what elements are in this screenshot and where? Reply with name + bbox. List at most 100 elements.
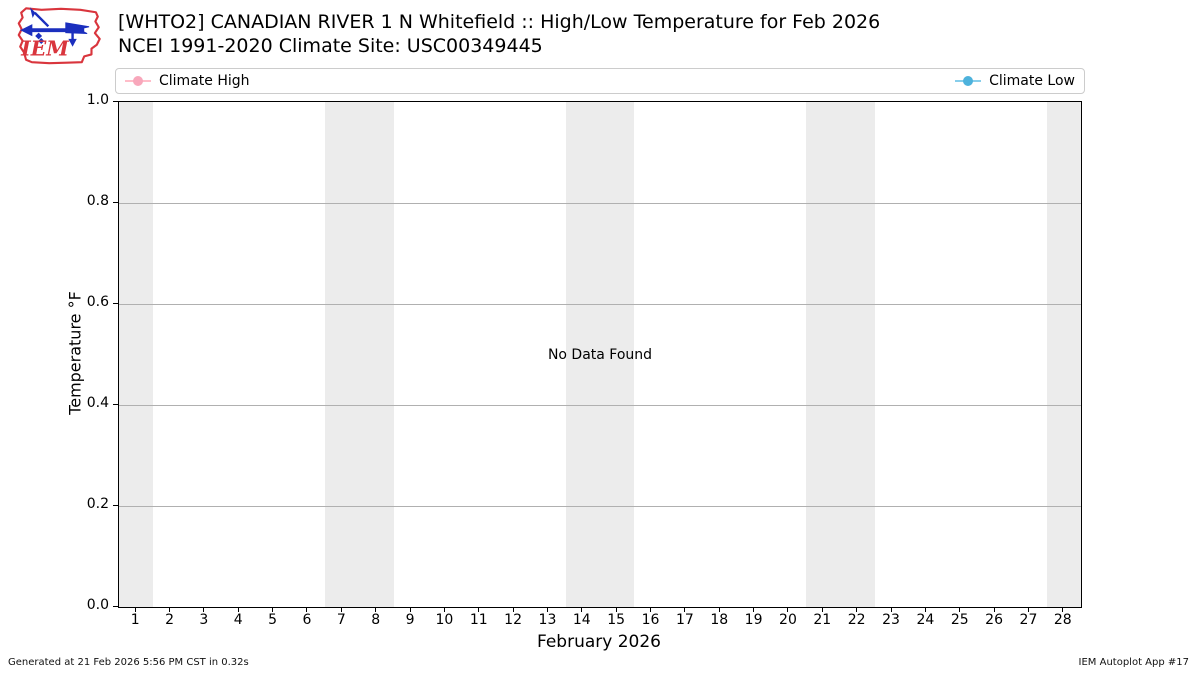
x-tick-mark: [272, 607, 274, 612]
x-tick-label: 18: [710, 612, 729, 628]
y-tick-mark: [113, 201, 118, 203]
x-tick-mark: [478, 607, 480, 612]
plot-area: No Data Found: [118, 101, 1082, 608]
x-tick-mark: [1062, 607, 1064, 612]
x-tick-label: 10: [435, 612, 454, 628]
x-tick-mark: [821, 607, 823, 612]
x-tick-label: 16: [641, 612, 660, 628]
x-tick-label: 21: [813, 612, 832, 628]
x-tick-mark: [203, 607, 205, 612]
x-tick-mark: [890, 607, 892, 612]
x-tick-label: 22: [847, 612, 866, 628]
y-tick-label: 1.0: [86, 92, 109, 108]
x-tick-label: 14: [572, 612, 591, 628]
x-tick-mark: [340, 607, 342, 612]
y-tick-label: 0.4: [86, 395, 109, 411]
x-tick-label: 4: [233, 612, 243, 628]
weekend-band: [806, 102, 875, 607]
y-tick-mark: [113, 504, 118, 506]
generated-timestamp: Generated at 21 Feb 2026 5:56 PM CST in …: [8, 657, 249, 668]
y-axis-label: Temperature °F: [65, 291, 85, 415]
climate-high-dot: [133, 76, 143, 86]
weekend-band: [119, 102, 154, 607]
x-tick-label: 23: [882, 612, 900, 628]
x-tick-mark: [856, 607, 858, 612]
x-tick-mark: [753, 607, 755, 612]
x-tick-label: 15: [607, 612, 626, 628]
no-data-message: No Data Found: [547, 346, 653, 363]
weather-vane-icon: [20, 7, 90, 47]
climate-high-marker-icon: [125, 76, 151, 86]
x-tick-mark: [134, 607, 136, 612]
chart-title-block: [WHTO2] CANADIAN RIVER 1 N Whitefield ::…: [118, 10, 880, 58]
x-tick-label: 20: [779, 612, 797, 628]
x-tick-mark: [684, 607, 686, 612]
legend-item-climate-high: Climate High: [125, 73, 250, 89]
x-tick-mark: [924, 607, 926, 612]
x-tick-mark: [409, 607, 411, 612]
x-tick-label: 6: [302, 612, 312, 628]
x-tick-mark: [993, 607, 995, 612]
chart-subtitle: NCEI 1991-2020 Climate Site: USC00349445: [118, 35, 543, 57]
y-tick-mark: [113, 100, 118, 102]
x-tick-label: 17: [675, 612, 694, 628]
logo-iem-text: IEM: [20, 36, 70, 60]
x-tick-label: 11: [469, 612, 488, 628]
x-tick-mark: [306, 607, 308, 612]
x-tick-label: 25: [950, 612, 969, 628]
x-tick-label: 13: [538, 612, 557, 628]
x-tick-mark: [787, 607, 789, 612]
weekend-band: [565, 102, 635, 607]
x-tick-label: 24: [916, 612, 935, 628]
y-tick-label: 0.6: [86, 294, 109, 310]
x-tick-label: 1: [130, 612, 140, 628]
weekend-band: [1046, 102, 1081, 607]
legend: Climate High Climate Low: [115, 68, 1085, 94]
x-tick-mark: [650, 607, 652, 612]
x-tick-mark: [1027, 607, 1029, 612]
y-tick-label: 0.0: [86, 597, 109, 613]
chart-title: [WHTO2] CANADIAN RIVER 1 N Whitefield ::…: [118, 11, 881, 33]
legend-label-climate-high: Climate High: [159, 73, 250, 89]
x-tick-label: 26: [985, 612, 1003, 628]
legend-label-climate-low: Climate Low: [989, 73, 1075, 89]
y-tick-mark: [113, 605, 118, 607]
x-tick-mark: [237, 607, 239, 612]
x-tick-mark: [546, 607, 548, 612]
x-tick-label: 8: [371, 612, 381, 628]
y-tick-mark: [113, 302, 118, 304]
iowa-outline: [17, 7, 101, 65]
x-axis-label: February 2026: [537, 632, 661, 652]
climate-low-dot: [963, 76, 974, 86]
climate-low-marker-icon: [955, 76, 982, 86]
x-tick-label: 9: [405, 612, 415, 628]
x-tick-label: 12: [504, 612, 522, 628]
y-gridline: [119, 404, 1081, 406]
y-gridline: [119, 303, 1081, 305]
weekend-band: [325, 102, 394, 607]
x-tick-mark: [615, 607, 617, 612]
x-tick-label: 7: [336, 612, 346, 628]
x-tick-mark: [718, 607, 720, 612]
y-tick-mark: [113, 403, 118, 405]
legend-item-climate-low: Climate Low: [955, 73, 1075, 89]
x-tick-label: 2: [165, 612, 174, 628]
y-tick-label: 0.2: [86, 496, 109, 512]
x-tick-mark: [443, 607, 445, 612]
x-tick-mark: [581, 607, 583, 612]
x-tick-mark: [375, 607, 377, 612]
y-gridline: [119, 202, 1081, 204]
x-tick-label: 5: [268, 612, 278, 628]
x-tick-mark: [169, 607, 171, 612]
y-gridline: [119, 505, 1081, 507]
y-tick-label: 0.8: [86, 193, 109, 209]
x-tick-mark: [512, 607, 514, 612]
x-tick-mark: [959, 607, 961, 612]
x-tick-label: 27: [1019, 612, 1038, 628]
x-tick-label: 28: [1053, 612, 1072, 628]
x-tick-label: 19: [744, 612, 763, 628]
x-tick-label: 3: [199, 612, 209, 628]
iem-logo: IEM: [17, 7, 101, 65]
app-credit: IEM Autoplot App #17: [1078, 657, 1189, 668]
